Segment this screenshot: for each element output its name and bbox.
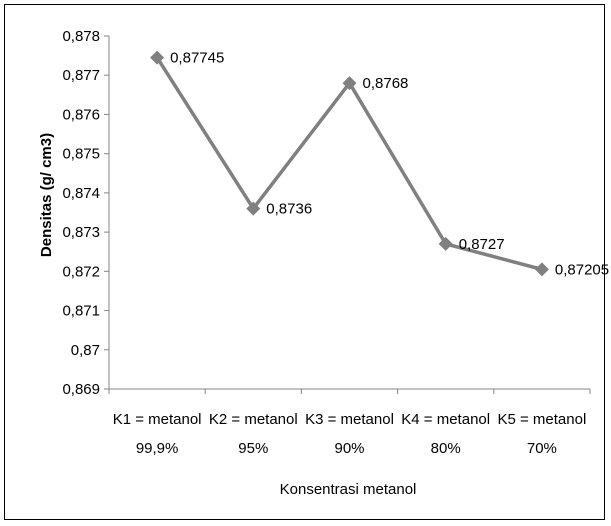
y-tick-label: 0,877 <box>62 67 100 84</box>
y-tick-label: 0,871 <box>62 303 100 320</box>
x-category-label: K3 = metanol 90% <box>305 411 394 457</box>
data-value-label: 0,8727 <box>459 236 505 253</box>
data-point-marker <box>342 76 357 91</box>
y-axis-title: Densitas (g/ cm3) <box>38 133 55 257</box>
data-point-marker <box>438 236 453 251</box>
data-point-marker <box>150 50 165 65</box>
y-tick-label: 0,878 <box>62 28 100 45</box>
x-category-label: K1 = metanol 99,9% <box>113 411 202 457</box>
data-value-label: 0,8736 <box>266 201 312 218</box>
data-point-marker <box>246 201 261 216</box>
y-tick-label: 0,872 <box>62 263 100 280</box>
x-category-label: K4 = metanol 80% <box>401 411 490 457</box>
y-tick-label: 0,873 <box>62 224 100 241</box>
data-value-label: 0,87205 <box>555 261 609 278</box>
series-marker-group <box>150 50 549 277</box>
y-tick-label: 0,869 <box>62 381 100 398</box>
data-value-label: 0,87745 <box>170 50 224 67</box>
data-point-marker <box>534 262 549 277</box>
y-tick-label: 0,875 <box>62 146 100 163</box>
data-value-label: 0,8768 <box>363 75 409 92</box>
x-category-label: K2 = metanol 95% <box>209 411 298 457</box>
chart-axes <box>104 35 591 394</box>
chart-frame <box>4 4 605 520</box>
data-label-group: 0,87745 0,8736 0,8768 0,8727 0,87205 <box>170 50 609 279</box>
y-tick-label: 0,876 <box>62 106 100 123</box>
y-tick-labels: 0,869 0,87 0,871 0,872 0,873 0,874 0,875 0,876 0… <box>62 28 100 398</box>
x-axis-title: Konsentrasi metanol <box>280 481 417 498</box>
x-category-label: K5 = metanol 70% <box>497 411 586 457</box>
y-tick-label: 0,874 <box>62 185 100 202</box>
y-tick-label: 0,87 <box>71 342 100 359</box>
x-category-labels: K1 = metanol 99,9%K2 = metanol 95%K3 = met… <box>113 411 587 457</box>
